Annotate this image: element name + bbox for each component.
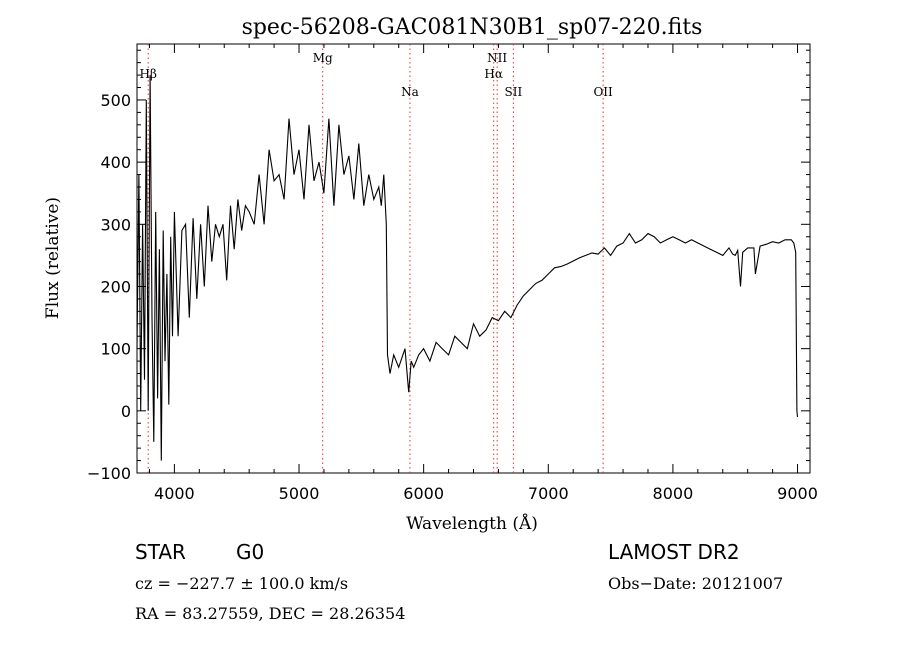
x-tick-label: 7000: [528, 484, 569, 503]
y-tick-label: 200: [100, 277, 131, 296]
chart-title: spec-56208-GAC081N30B1_sp07-220.fits: [242, 15, 703, 40]
spectral-line-label: Hβ: [140, 67, 157, 81]
spectral-line-label: Mg: [313, 51, 333, 65]
y-tick-label: 100: [100, 340, 131, 359]
x-tick-label: 6000: [403, 484, 444, 503]
object-class: STAR: [135, 540, 186, 564]
plot-frame: [136, 43, 811, 474]
object-subclass: G0: [236, 540, 265, 564]
y-tick-label: −100: [87, 464, 131, 483]
x-axis-ticks: 4000 5000 6000 7000 8000 9000: [148, 44, 818, 503]
spectrum-series-line: [136, 75, 799, 461]
spectral-line-label: SII: [505, 85, 523, 99]
y-axis-ticks: −100 0 100 200 300 400 500: [87, 49, 810, 483]
coordinates: RA = 83.27559, DEC = 28.26354: [135, 604, 406, 623]
spectral-line-label: OII: [593, 85, 613, 99]
x-axis-label: Wavelength (Å): [406, 513, 538, 534]
y-axis-label: Flux (relative): [43, 197, 63, 319]
spectral-line-label: Na: [401, 85, 419, 99]
spectral-line-label: Hα: [484, 67, 503, 81]
y-tick-label: 400: [100, 153, 131, 172]
x-tick-label: 8000: [653, 484, 694, 503]
survey-name: LAMOST DR2: [608, 540, 740, 564]
spectral-line-label: NII: [487, 51, 507, 65]
x-tick-label: 5000: [279, 484, 320, 503]
y-tick-label: 300: [100, 215, 131, 234]
y-tick-label: 0: [121, 402, 131, 421]
y-tick-label: 500: [100, 91, 131, 110]
observation-date: Obs−Date: 20121007: [608, 574, 784, 593]
x-tick-label: 9000: [777, 484, 818, 503]
redshift-value: cz = −227.7 ± 100.0 km/s: [135, 574, 349, 593]
x-tick-label: 4000: [154, 484, 195, 503]
